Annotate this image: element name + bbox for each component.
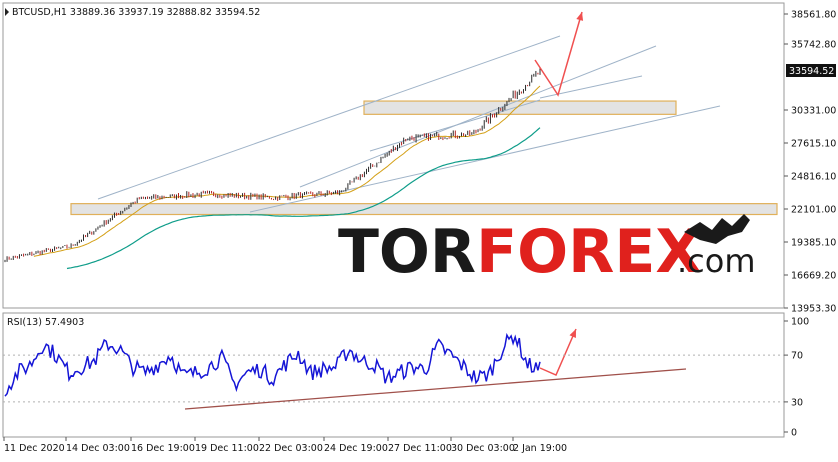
price-tick-label: 24816.10 xyxy=(791,172,836,183)
time-tick-label: 14 Dec 03:00 xyxy=(66,443,130,454)
watermark-part-tor: TOR xyxy=(338,217,476,287)
rsi-tick-label: 100 xyxy=(791,317,809,328)
rsi-tick-label: 0 xyxy=(791,428,797,439)
bull-bear-icon xyxy=(684,214,750,244)
rsi-pane xyxy=(2,312,785,438)
price-zone xyxy=(70,203,778,216)
price-tick-label: 13953.30 xyxy=(791,304,836,315)
price-tick-label: 27615.10 xyxy=(791,139,836,150)
rsi-forecast-arrow-head xyxy=(569,329,576,338)
time-tick-label: 19 Dec 11:00 xyxy=(195,443,259,454)
price-tick-label: 19385.10 xyxy=(791,238,836,249)
channel-line xyxy=(299,45,657,188)
time-tick-label: 24 Dec 19:00 xyxy=(324,443,388,454)
watermark-part-forex: FOREX xyxy=(476,217,701,287)
rsi-pane-title: RSI(13) 57.4903 xyxy=(7,317,84,328)
price-tick-label: 16669.20 xyxy=(791,271,836,282)
price-tick-label: 22101.00 xyxy=(791,205,836,216)
price-forecast-arrow xyxy=(534,11,583,97)
time-tick-label: 2 Jan 19:00 xyxy=(513,443,567,454)
collapse-triangle-icon xyxy=(5,8,9,16)
price-pane-title: BTCUSD,H1 33889.36 33937.19 32888.82 335… xyxy=(12,7,260,18)
last-price-box xyxy=(786,64,836,77)
time-tick-label: 30 Dec 03:00 xyxy=(451,443,515,454)
watermark-part-com: .com xyxy=(677,242,756,280)
watermark-logo: TORFOREX xyxy=(338,217,702,287)
channel-line xyxy=(369,99,541,152)
channel-line xyxy=(97,35,561,200)
rsi-tick-label: 30 xyxy=(791,397,803,408)
rsi-forecast-arrow xyxy=(539,328,577,376)
price-zone xyxy=(363,100,677,115)
price-tick-label: 38561.80 xyxy=(791,10,836,21)
last-price-label: 33594.52 xyxy=(789,66,834,77)
price-forecast-arrow-head xyxy=(576,12,584,21)
rsi-tick-label: 70 xyxy=(791,351,803,362)
rsi-trendline xyxy=(184,368,687,410)
price-pane xyxy=(2,2,785,309)
ma-slow-line xyxy=(66,127,541,270)
time-tick-label: 16 Dec 19:00 xyxy=(131,443,195,454)
price-tick-label: 35742.80 xyxy=(791,40,836,51)
rsi-line xyxy=(4,332,541,397)
price-tick-label: 30331.00 xyxy=(791,106,836,117)
time-tick-label: 27 Dec 11:00 xyxy=(388,443,452,454)
time-tick-label: 22 Dec 03:00 xyxy=(259,443,323,454)
time-tick-label: 11 Dec 2020 xyxy=(4,443,65,454)
